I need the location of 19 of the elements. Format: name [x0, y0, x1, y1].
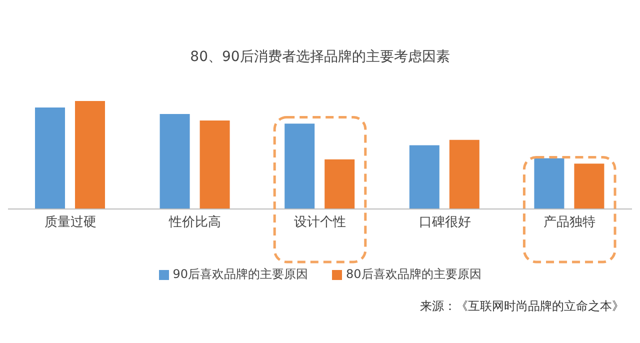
source-note: 来源：《互联网时尚品牌的立命之本》: [420, 298, 624, 315]
legend-label: 80后喜欢品牌的主要原因: [345, 266, 482, 283]
x-tick-label: 性价比高: [168, 214, 222, 230]
bar: [75, 101, 105, 209]
bar: [284, 124, 315, 209]
legend-label: 90后喜欢品牌的主要原因: [172, 266, 308, 283]
x-tick-label: 设计个性: [294, 215, 346, 230]
bar: [409, 145, 440, 209]
bar: [449, 140, 480, 209]
bar: [324, 159, 355, 209]
x-tick-label: 产品独特: [544, 215, 596, 230]
bar: [160, 114, 190, 209]
bar: [200, 120, 230, 209]
bar: [574, 164, 604, 209]
bar: [534, 158, 564, 209]
x-tick-label: 口碑很好: [418, 215, 471, 230]
x-tick-label: 质量过硬: [44, 215, 96, 230]
chart-title: 80、90后消费者选择品牌的主要考虑因素: [189, 48, 451, 66]
bar: [35, 107, 65, 209]
